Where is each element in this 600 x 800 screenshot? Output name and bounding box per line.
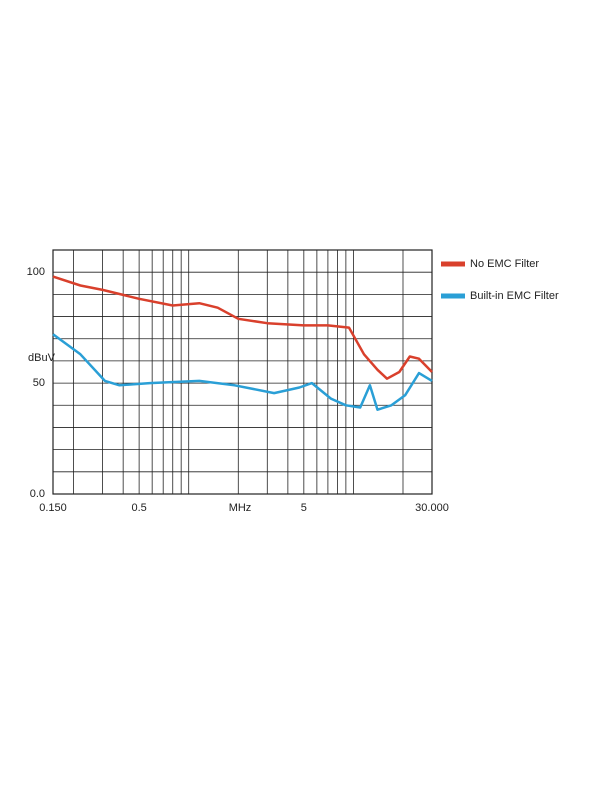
data-line bbox=[52, 275, 433, 380]
legend-label: No EMC Filter bbox=[470, 258, 539, 270]
legend-swatch bbox=[441, 261, 465, 267]
legend-label: Built-in EMC Filter bbox=[470, 290, 559, 302]
x-tick-label: 0.150 bbox=[39, 502, 67, 514]
x-tick-label: 5 bbox=[301, 502, 307, 514]
x-axis-label: MHz bbox=[229, 502, 252, 514]
y-tick-label: 50 bbox=[33, 377, 45, 389]
data-line bbox=[52, 333, 433, 411]
x-tick-label: 0.5 bbox=[131, 502, 146, 514]
y-axis-label: dBuV bbox=[28, 352, 56, 364]
x-tick-label: 30.000 bbox=[415, 502, 449, 514]
legend-swatch bbox=[441, 293, 465, 299]
y-tick-label: 100 bbox=[27, 266, 45, 278]
y-tick-label: 0.0 bbox=[30, 488, 45, 500]
plot-frame bbox=[52, 249, 433, 495]
